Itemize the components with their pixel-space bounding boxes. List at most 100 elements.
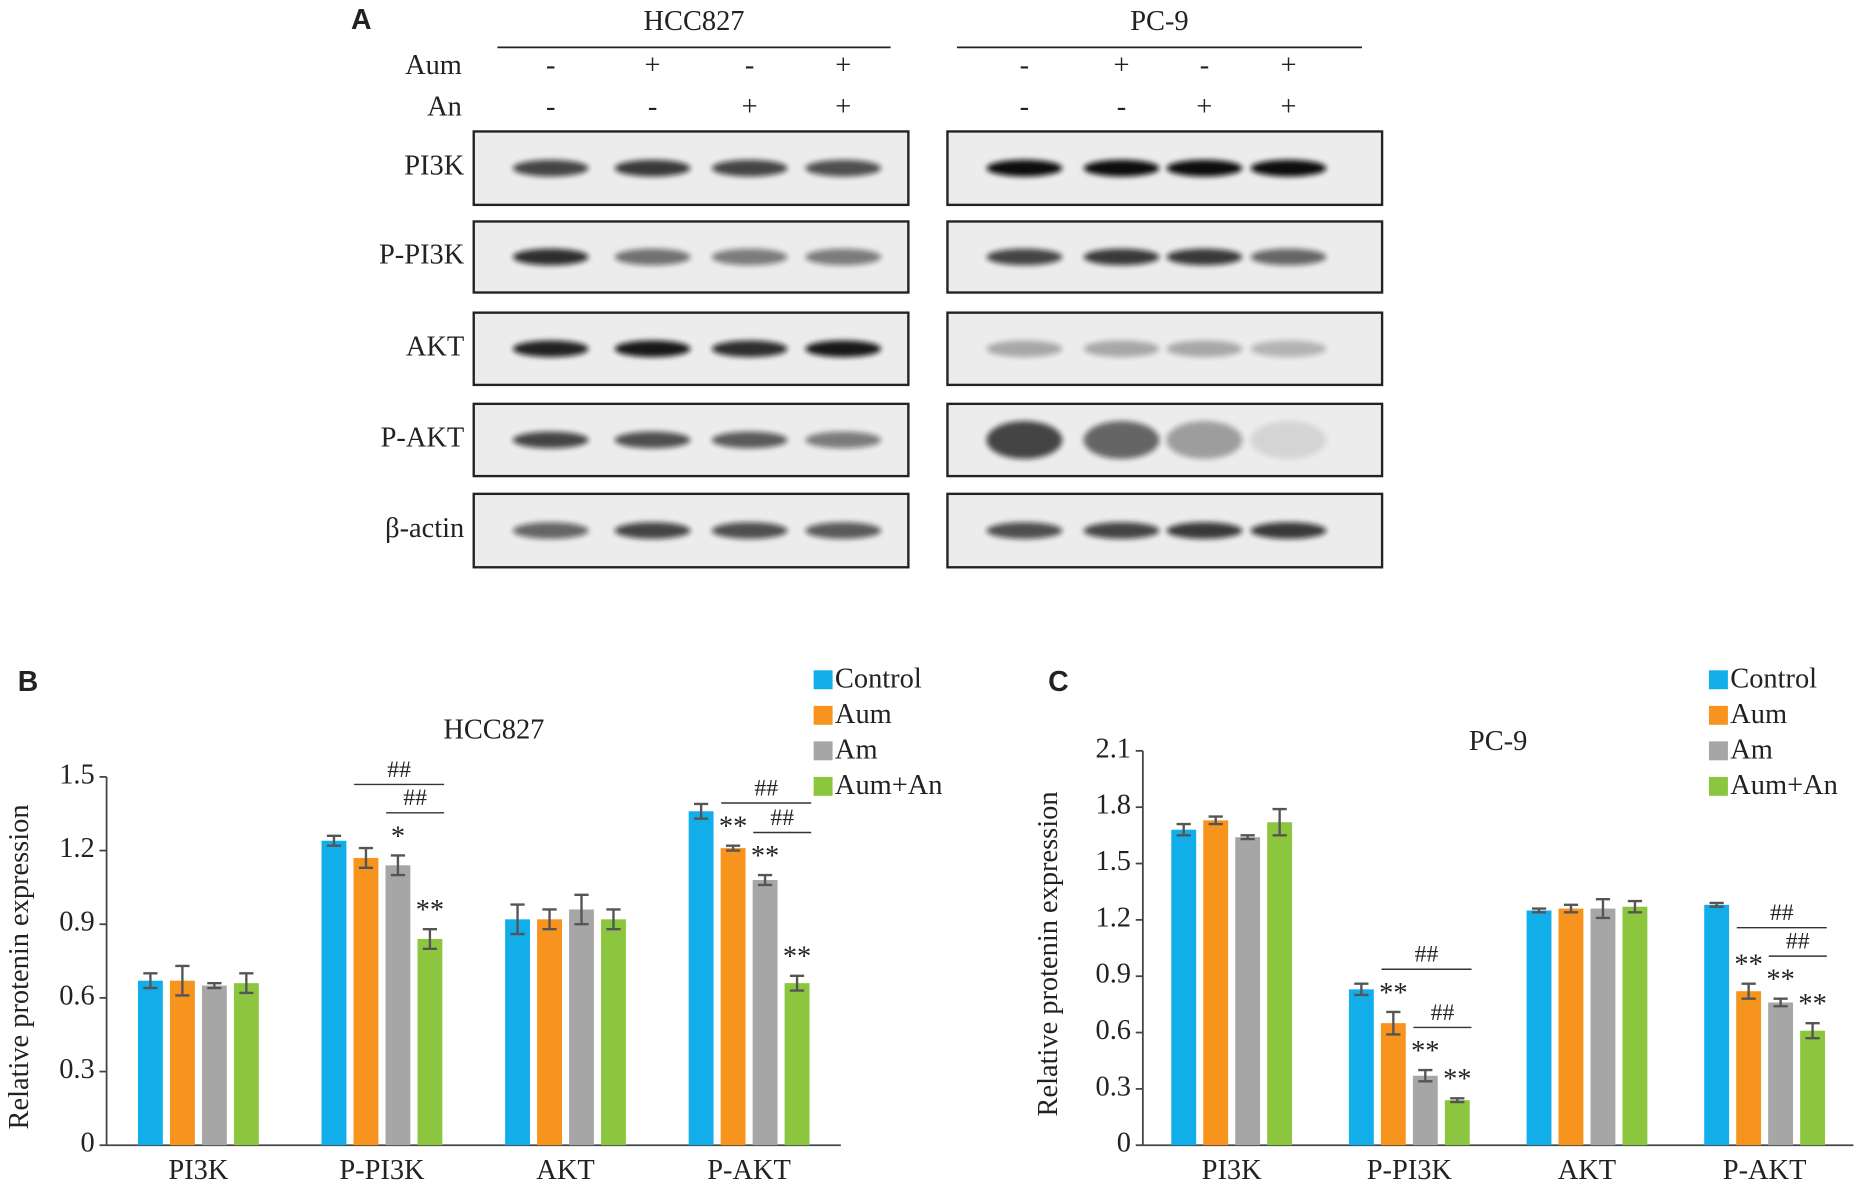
bar [537, 919, 562, 1146]
blot-band [614, 340, 691, 358]
treatment-sign: - [1117, 91, 1126, 122]
bar [505, 919, 530, 1146]
error-bar [143, 972, 158, 990]
blot-band [805, 522, 882, 539]
legend-swatch [1708, 705, 1728, 725]
bar [1526, 910, 1552, 1146]
error-bar [207, 981, 222, 990]
significance-mark: ** [783, 942, 811, 973]
treatment-sign: + [835, 50, 851, 81]
treatment-sign: + [1281, 91, 1297, 122]
blot-band [986, 421, 1063, 459]
error-bar [725, 844, 741, 852]
significance-mark: ** [1411, 1036, 1439, 1067]
bracket-label: ## [754, 775, 778, 801]
error-bar [1386, 1010, 1401, 1036]
blot-band [1166, 340, 1243, 358]
bar [1704, 904, 1730, 1146]
y-tick-label: 1.2 [59, 833, 95, 864]
y-tick-label: 1.2 [1096, 902, 1132, 933]
error-bar [239, 972, 254, 995]
error-bar [1531, 907, 1547, 914]
bracket-label: ## [770, 805, 794, 831]
blot-band [512, 522, 589, 539]
protein-label: AKT [406, 331, 464, 362]
blot-band [1083, 159, 1160, 177]
protein-label: P-AKT [381, 422, 465, 453]
treatment-label: An [427, 91, 462, 122]
error-bar [574, 893, 589, 926]
blot-band [1083, 421, 1160, 459]
legend-label: Aum+An [835, 770, 943, 801]
blot-band [1166, 159, 1243, 177]
error-bar [358, 846, 374, 869]
bar [1235, 837, 1261, 1146]
blot-band [512, 248, 589, 266]
bracket-label: ## [387, 757, 411, 783]
bar [1412, 1075, 1438, 1146]
treatment-sign: - [546, 50, 555, 81]
treatment-sign: - [745, 50, 754, 81]
treatment-sign: + [645, 50, 661, 81]
y-tick-label: 0.3 [59, 1054, 95, 1085]
bar [688, 811, 714, 1146]
blot-band [1250, 248, 1327, 266]
blot-band [512, 159, 589, 177]
blot-band [512, 431, 589, 449]
blot-band [711, 431, 788, 449]
significance-mark: ** [751, 841, 779, 872]
y-axis-label: Relative protenin expression [1033, 791, 1064, 1116]
bar [784, 983, 810, 1146]
error-bar [390, 854, 406, 877]
panel-label: C [1048, 666, 1069, 698]
y-tick-label: 0.9 [1096, 959, 1132, 990]
blot-band [1166, 248, 1243, 266]
bar [385, 865, 411, 1146]
y-tick-label: 1.5 [1096, 846, 1132, 877]
chart-title: HCC827 [443, 714, 544, 745]
bar [1267, 822, 1293, 1146]
blot-band [805, 248, 882, 266]
y-axis-label: Relative protenin expression [4, 804, 35, 1129]
blot-band [1166, 421, 1243, 459]
blot-band [711, 522, 788, 539]
treatment-label: Aum [405, 50, 462, 81]
bar [1590, 908, 1616, 1146]
significance-mark: ** [1379, 978, 1407, 1009]
bar [752, 880, 778, 1146]
error-bar [326, 834, 342, 847]
error-bar [1272, 807, 1287, 837]
significance-mark: ** [1734, 950, 1762, 981]
panel-label: A [351, 4, 372, 36]
error-bar [1563, 903, 1579, 914]
error-bar [1208, 815, 1223, 826]
y-tick-label: 0 [81, 1128, 95, 1159]
bar [720, 848, 746, 1146]
error-bar [757, 873, 773, 887]
legend-label: Am [1730, 735, 1773, 766]
chart-title: PC-9 [1469, 726, 1527, 757]
error-bar [1450, 1097, 1465, 1104]
blot-band [805, 340, 882, 358]
protein-label: PI3K [404, 151, 464, 182]
y-tick-label: 0.6 [1096, 1015, 1132, 1046]
error-bar [542, 908, 557, 931]
x-tick-label: AKT [1558, 1155, 1616, 1186]
blot-band [711, 340, 788, 358]
legend-swatch [1708, 741, 1728, 761]
y-tick-label: 1.8 [1096, 790, 1132, 821]
blot-band [614, 159, 691, 177]
x-tick-label: P-PI3K [339, 1155, 425, 1186]
bracket-label: ## [1431, 1000, 1455, 1026]
error-bar [1805, 1021, 1820, 1040]
bar [601, 919, 626, 1146]
y-tick-label: 0.9 [59, 907, 95, 938]
treatment-sign: + [1114, 50, 1130, 81]
significance-mark: ** [719, 812, 747, 843]
legend-swatch [813, 670, 833, 690]
treatment-sign: - [1020, 50, 1029, 81]
y-tick-label: 0.3 [1096, 1071, 1132, 1102]
significance-mark: ** [1443, 1064, 1471, 1095]
